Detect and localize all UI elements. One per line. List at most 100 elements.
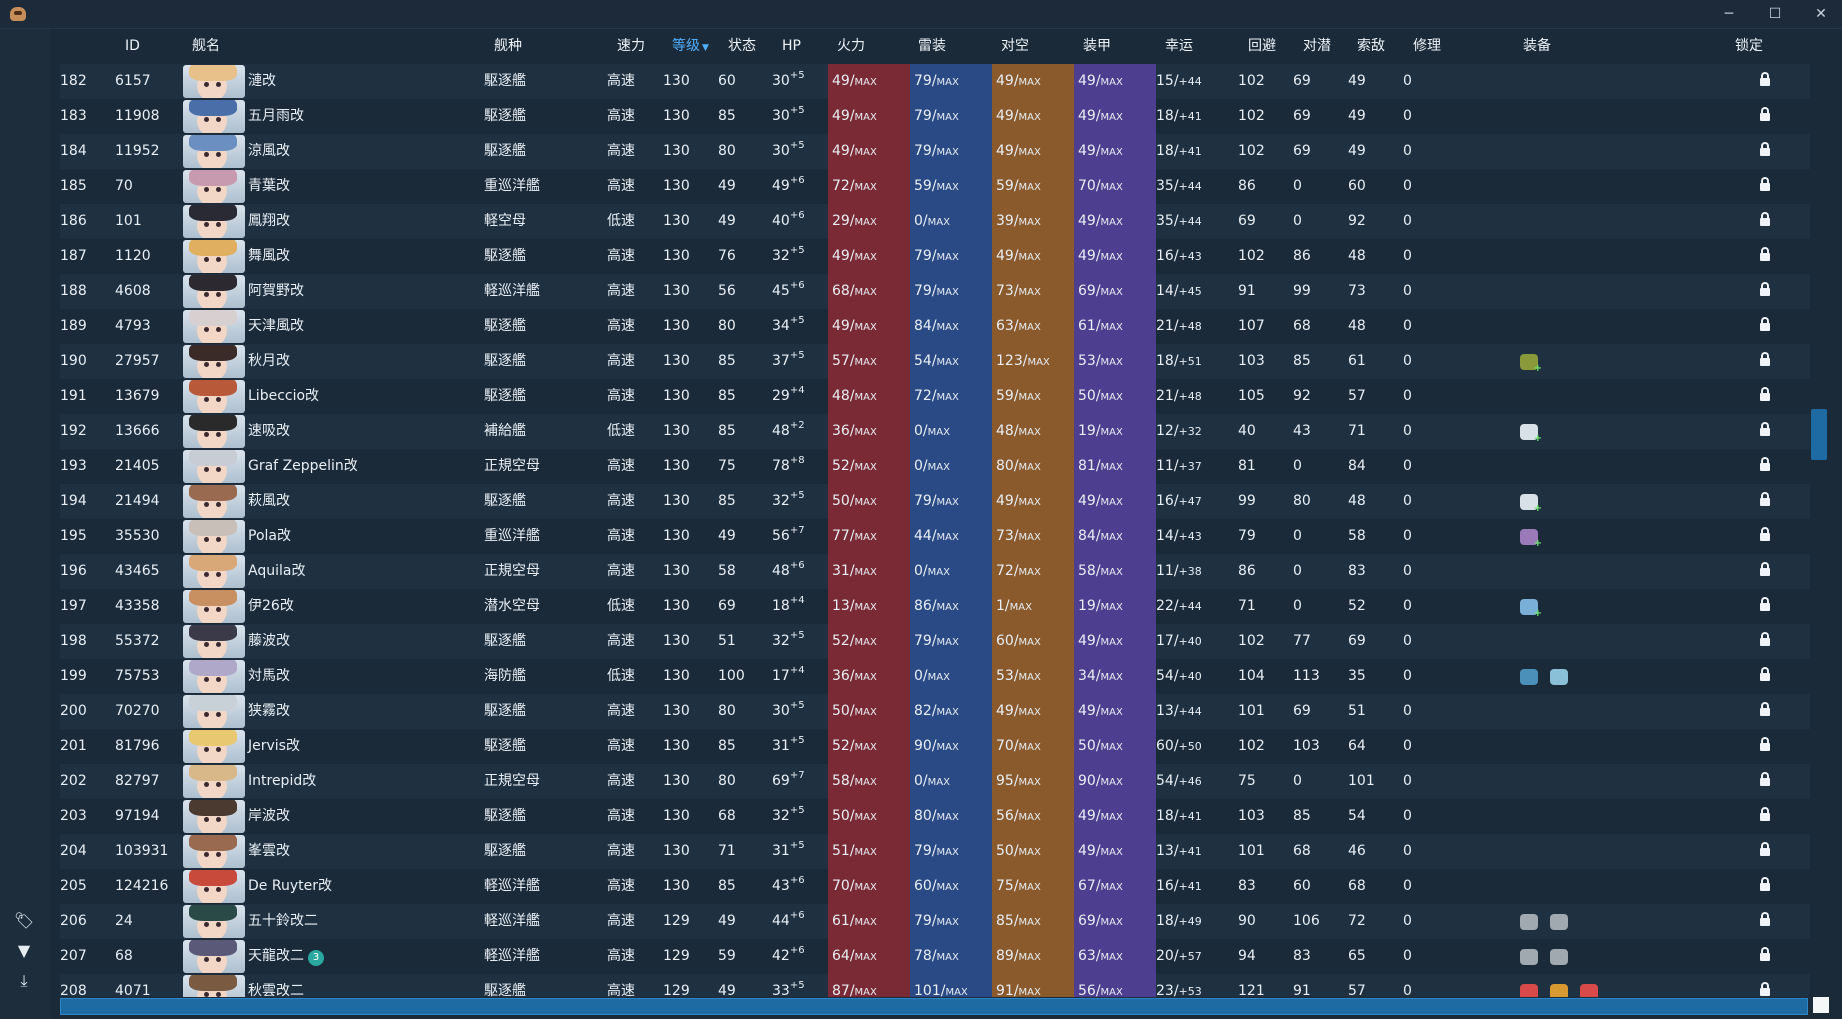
column-header-lock[interactable]: 锁定 [1735, 38, 1763, 54]
column-header-cond[interactable]: 状态 [728, 38, 756, 54]
equipment-icon[interactable]: + [1520, 599, 1542, 619]
table-row[interactable]: 204 103931 峯雲改 駆逐艦 高速 130 71 31+5 51/MAX 79/MAX 50… [60, 834, 1810, 869]
table-row[interactable]: 185 70 青葉改 重巡洋艦 高速 130 49 49+6 72/MAX 59/MAX 59/MA… [60, 169, 1810, 204]
column-header-torpedo[interactable]: 雷装 [918, 38, 946, 54]
table-row[interactable]: 199 75753 対馬改 海防艦 低速 130 100 17+4 36/MAX 0/MAX 53/… [60, 659, 1810, 694]
table-row[interactable]: 197 43358 伊26改 潜水空母 低速 130 69 18+4 13/MAX 86/MAX 1… [60, 589, 1810, 624]
equipment-icon[interactable] [1550, 914, 1568, 930]
column-header-asw[interactable]: 对潜 [1303, 38, 1331, 54]
table-row[interactable]: 208 4071 秋雲改二 駆逐艦 高速 129 49 33+5 87/MAX 101/MAX 91… [60, 974, 1810, 997]
tag-icon[interactable]: 🏷 [13, 911, 35, 930]
column-header-hp[interactable]: HP [782, 38, 801, 54]
lock-icon[interactable] [1760, 562, 1770, 577]
lock-icon[interactable] [1760, 492, 1770, 507]
table-row[interactable]: 201 81796 Jervis改 駆逐艦 高速 130 85 31+5 52/MAX 90/MA… [60, 729, 1810, 764]
lock-icon[interactable] [1760, 317, 1770, 332]
lock-icon[interactable] [1760, 387, 1770, 402]
equipment-icon[interactable] [1550, 669, 1568, 685]
table-row[interactable]: 186 101 鳳翔改 軽空母 低速 130 49 40+6 29/MAX 0/MAX 39/MAX… [60, 204, 1810, 239]
equipment-icon[interactable] [1580, 984, 1598, 997]
lock-icon[interactable] [1760, 912, 1770, 927]
stat-los: 49 [1348, 143, 1366, 159]
equipment-icon[interactable]: + [1520, 354, 1542, 374]
equipment-icon[interactable]: + [1520, 424, 1542, 444]
lock-icon[interactable] [1760, 352, 1770, 367]
stat-firepower: 51/MAX [828, 834, 910, 869]
table-row[interactable]: 193 21405 Graf Zeppelin改 正規空母 高速 130 75 78+8 52/… [60, 449, 1810, 484]
column-header-armor[interactable]: 装甲 [1083, 38, 1111, 54]
table-row[interactable]: 203 97194 岸波改 駆逐艦 高速 130 68 32+5 50/MAX 80/MAX 56/… [60, 799, 1810, 834]
equipment-icon[interactable] [1520, 984, 1538, 997]
lock-icon[interactable] [1760, 667, 1770, 682]
table-row[interactable]: 183 11908 五月雨改 駆逐艦 高速 130 85 30+5 49/MAX 79/MAX 49… [60, 99, 1810, 134]
close-button[interactable]: ✕ [1815, 6, 1827, 22]
column-header-type[interactable]: 舰种 [494, 38, 522, 54]
lock-icon[interactable] [1760, 702, 1770, 717]
table-row[interactable]: 190 27957 秋月改 駆逐艦 高速 130 85 37+5 57/MAX 54/MAX 123… [60, 344, 1810, 379]
lock-icon[interactable] [1760, 212, 1770, 227]
column-header-firepower[interactable]: 火力 [837, 38, 865, 54]
download-icon[interactable]: ⤓ [20, 971, 28, 990]
lock-icon[interactable] [1760, 72, 1770, 87]
vertical-scrollbar-track[interactable] [1810, 64, 1828, 997]
vertical-scrollbar-thumb[interactable] [1811, 409, 1827, 460]
lock-icon[interactable] [1760, 282, 1770, 297]
lock-icon[interactable] [1760, 142, 1770, 157]
equipment-icon[interactable] [1550, 949, 1568, 965]
column-header-evasion[interactable]: 回避 [1248, 38, 1276, 54]
column-header-level[interactable]: 等级 ▼ [672, 38, 709, 54]
equipment-icon[interactable] [1520, 669, 1538, 685]
table-row[interactable]: 207 68 天龍改二 3 軽巡洋艦 高速 129 59 42+6 64/MAX 78/MAX 89/… [60, 939, 1810, 974]
table-row[interactable]: 200 70270 狭霧改 駆逐艦 高速 130 80 30+5 50/MAX 82/MAX 49/… [60, 694, 1810, 729]
table-row[interactable]: 206 24 五十鈴改二 軽巡洋艦 高速 129 49 44+6 61/MAX 79/MAX 85/… [60, 904, 1810, 939]
equipment-icon[interactable] [1550, 984, 1568, 997]
column-header-speed[interactable]: 速力 [617, 38, 645, 54]
minimize-button[interactable]: ─ [1724, 6, 1734, 22]
ship-level: 130 [663, 248, 690, 264]
column-header-equipment[interactable]: 装备 [1523, 38, 1551, 54]
column-header-id[interactable]: ID [125, 38, 140, 54]
lock-icon[interactable] [1760, 807, 1770, 822]
lock-icon[interactable] [1760, 982, 1770, 997]
table-row[interactable]: 191 13679 Libeccio改 駆逐艦 高速 130 85 29+4 48/MAX 72/… [60, 379, 1810, 414]
lock-icon[interactable] [1760, 247, 1770, 262]
lock-icon[interactable] [1760, 597, 1770, 612]
lock-icon[interactable] [1760, 177, 1770, 192]
lock-icon[interactable] [1760, 107, 1770, 122]
horizontal-scrollbar[interactable] [60, 998, 1808, 1015]
table-row[interactable]: 189 4793 天津風改 駆逐艦 高速 130 80 34+5 49/MAX 84/MAX 63/… [60, 309, 1810, 344]
table-row[interactable]: 192 13666 速吸改 補給艦 低速 130 85 48+2 36/MAX 0/MAX 48/M… [60, 414, 1810, 449]
lock-icon[interactable] [1760, 527, 1770, 542]
maximize-button[interactable]: ☐ [1768, 6, 1782, 22]
table-row[interactable]: 205 124216 De Ruyter改 軽巡洋艦 高速 130 85 43+6 70/MAX… [60, 869, 1810, 904]
table-row[interactable]: 196 43465 Aquila改 正規空母 高速 130 58 48+6 31/MAX 0/MA… [60, 554, 1810, 589]
lock-icon[interactable] [1760, 457, 1770, 472]
table-row[interactable]: 194 21494 萩風改 駆逐艦 高速 130 85 32+5 50/MAX 79/MAX 49/… [60, 484, 1810, 519]
table-row[interactable]: 188 4608 阿賀野改 軽巡洋艦 高速 130 56 45+6 68/MAX 79/MAX 73… [60, 274, 1810, 309]
equipment-icon[interactable] [1520, 949, 1538, 965]
table-row[interactable]: 182 6157 漣改 駆逐艦 高速 130 60 30+5 49/MAX 79/MAX 49/MA… [60, 64, 1810, 99]
table-row[interactable]: 184 11952 涼風改 駆逐艦 高速 130 80 30+5 49/MAX 79/MAX 49/… [60, 134, 1810, 169]
lock-icon[interactable] [1760, 737, 1770, 752]
lock-icon[interactable] [1760, 632, 1770, 647]
column-header-los[interactable]: 索敌 [1357, 38, 1385, 54]
equipment-icon[interactable]: + [1520, 494, 1542, 514]
lock-icon[interactable] [1760, 877, 1770, 892]
filter-icon[interactable]: ▼ [17, 941, 31, 960]
lock-icon[interactable] [1760, 772, 1770, 787]
lock-icon[interactable] [1760, 947, 1770, 962]
column-header-name[interactable]: 舰名 [192, 38, 220, 54]
column-header-repair[interactable]: 修理 [1413, 38, 1441, 54]
column-header-aa[interactable]: 对空 [1001, 38, 1029, 54]
table-row[interactable]: 187 1120 舞風改 駆逐艦 高速 130 76 32+5 49/MAX 79/MAX 49/M… [60, 239, 1810, 274]
equipment-icon[interactable] [1520, 914, 1538, 930]
table-row[interactable]: 195 35530 Pola改 重巡洋艦 高速 130 49 56+7 77/MAX 44/MAX… [60, 519, 1810, 554]
stat-anti-air: 48/MAX [992, 414, 1074, 449]
lock-icon[interactable] [1760, 422, 1770, 437]
table-row[interactable]: 202 82797 Intrepid改 正規空母 高速 130 80 69+7 58/MAX 0/… [60, 764, 1810, 799]
lock-icon[interactable] [1760, 842, 1770, 857]
table-row[interactable]: 198 55372 藤波改 駆逐艦 高速 130 51 32+5 52/MAX 79/MAX 60/… [60, 624, 1810, 659]
equipment-icon[interactable]: + [1520, 529, 1542, 549]
column-header-luck[interactable]: 幸运 [1165, 38, 1193, 54]
repair-time: 0 [1403, 633, 1412, 649]
